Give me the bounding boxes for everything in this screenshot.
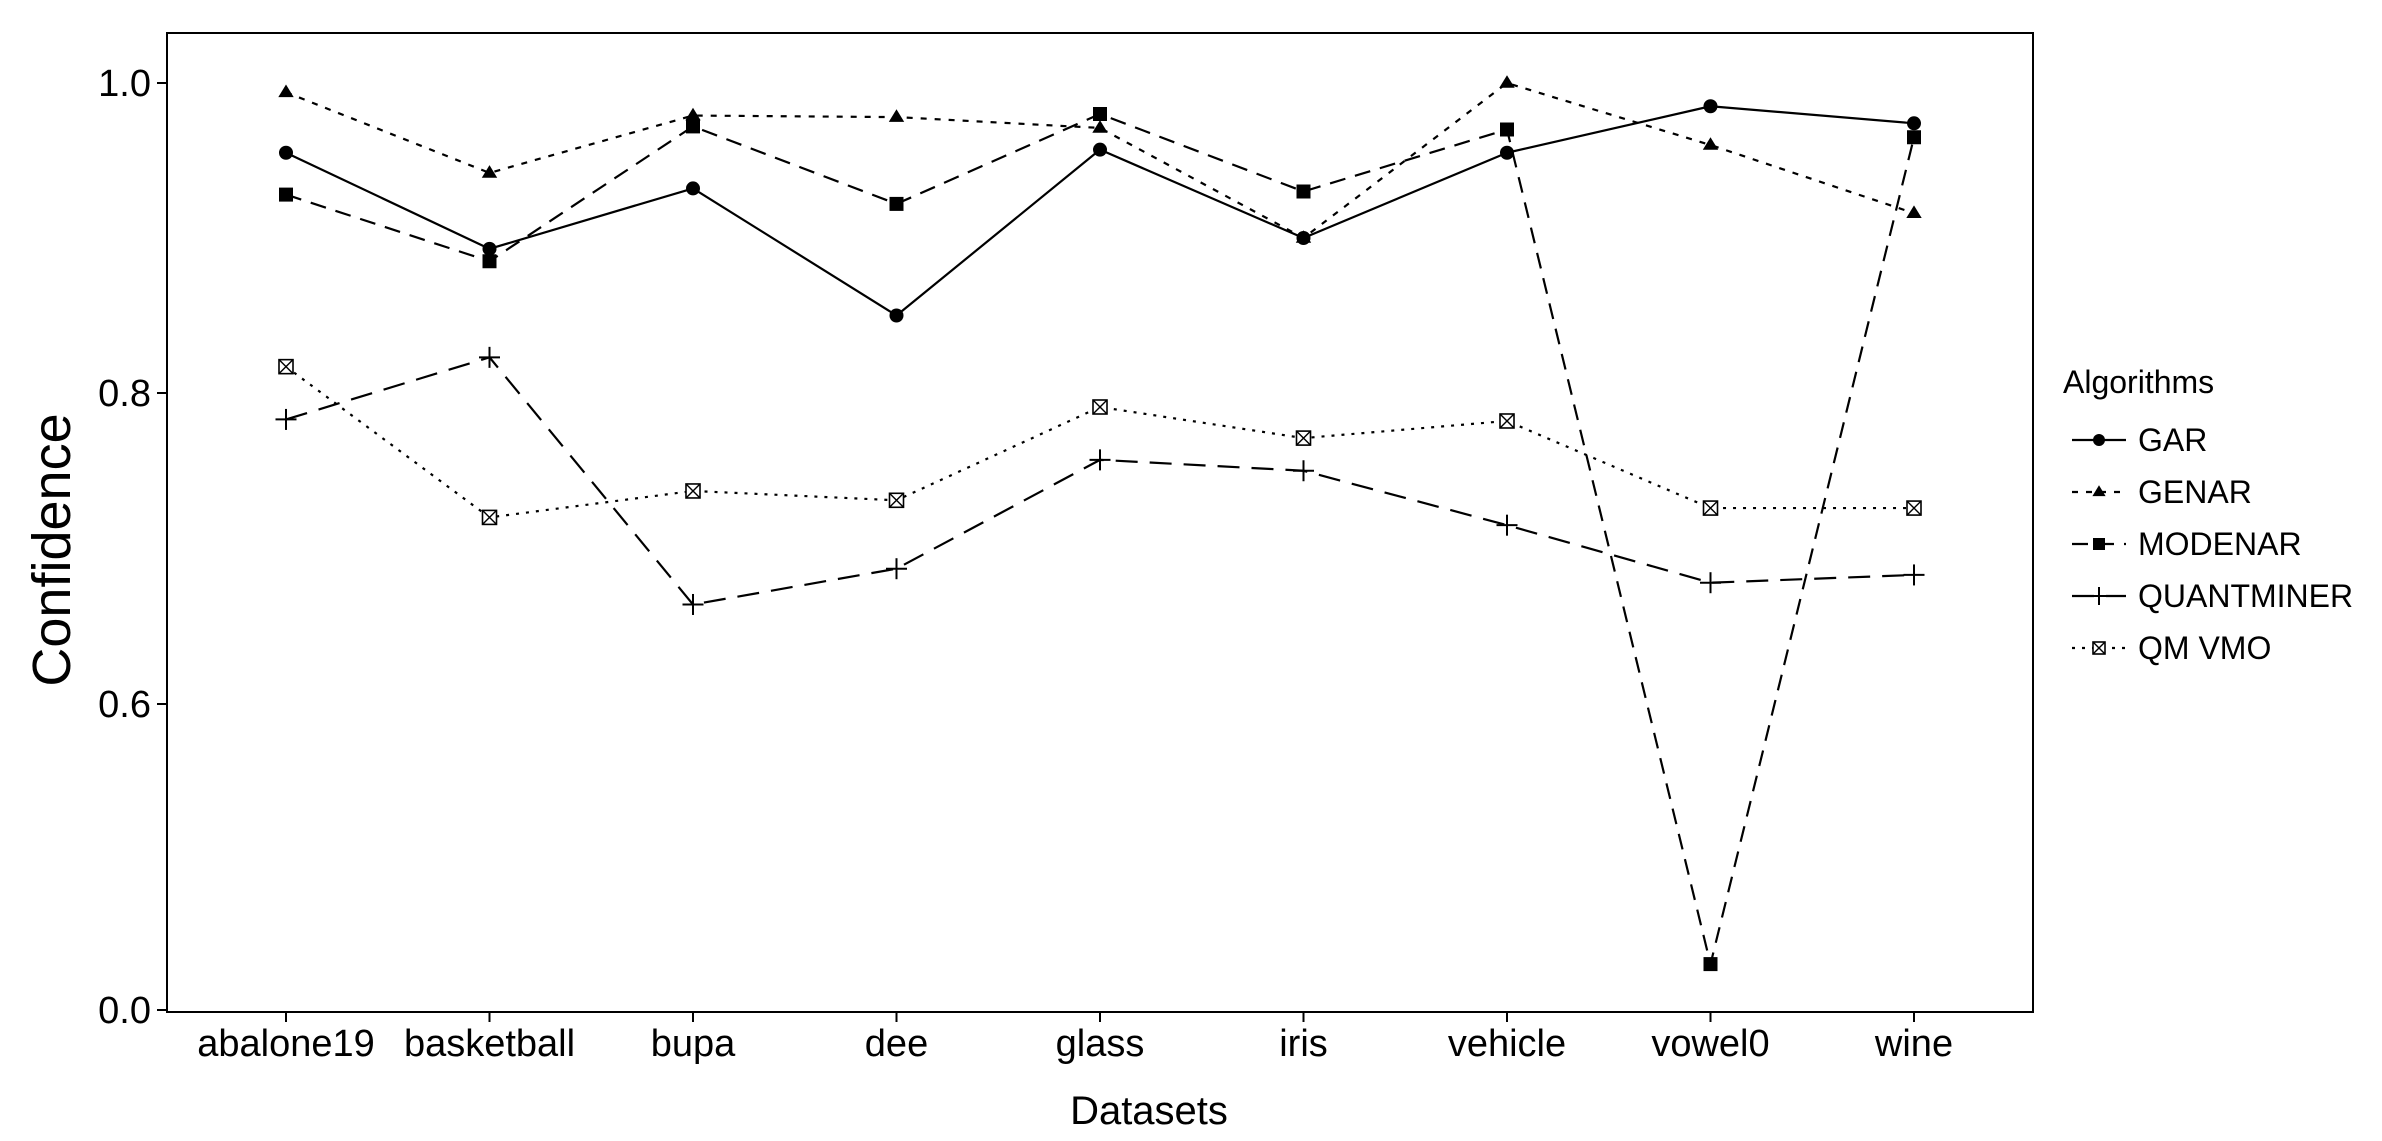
marker-diag: [1703, 500, 1718, 516]
legend-label: MODENAR: [2138, 526, 2302, 562]
data-point-gar: [889, 308, 904, 323]
legend-swatch-marker: [2093, 434, 2105, 446]
series-line-genar: [285, 81, 1915, 240]
data-point-quantminer: [275, 408, 297, 430]
x-axis-ticks: abalone19 basketball bupa dee glass iris vehic…: [197, 1012, 1953, 1065]
legend-swatch-marker: [2092, 641, 2106, 655]
data-point-modenar: [1500, 122, 1514, 137]
legend-label: GAR: [2138, 422, 2207, 458]
y-tick-label: 0.6: [98, 684, 151, 726]
data-point-genar: [1092, 120, 1108, 133]
data-point-modenar: [279, 187, 293, 202]
legend-label: QM VMO: [2138, 630, 2271, 666]
data-point-genar: [888, 109, 905, 122]
legend-swatch-marker: [2090, 587, 2108, 605]
legend-label: GENAR: [2138, 474, 2252, 510]
legend-swatch-marker: [2093, 538, 2105, 550]
data-point-modenar: [482, 254, 497, 269]
x-tick-label: basketball: [404, 1023, 575, 1065]
y-axis-ticks: 0.0 0.6 0.8 1.0: [98, 63, 167, 1032]
series-line-qm-vmo: [285, 365, 1914, 519]
marker-diag: [685, 483, 701, 499]
x-tick-label: glass: [1056, 1023, 1145, 1065]
plot-border: [166, 32, 2034, 1013]
marker-diag: [1906, 500, 1922, 516]
data-point-quantminer: [886, 558, 907, 580]
data-point-quantminer: [1903, 564, 1925, 586]
y-tick-label: 0.8: [98, 373, 151, 415]
data-point-qm-vmo: [278, 358, 294, 375]
legend-title: Algorithms: [2063, 364, 2214, 400]
x-tick-label: vowel0: [1651, 1023, 1769, 1065]
data-point-quantminer: [1293, 460, 1314, 482]
data-point-genar: [278, 84, 294, 98]
series-line-quantminer: [285, 356, 1915, 606]
x-tick-label: iris: [1279, 1023, 1328, 1065]
data-point-modenar: [1093, 107, 1107, 121]
legend-item-modenar: MODENAR: [2072, 526, 2302, 562]
data-point-gar: [686, 181, 700, 196]
marker-diag: [1092, 399, 1108, 415]
marker-diag: [889, 492, 904, 508]
marker-diag: [2092, 641, 2106, 655]
x-axis-title: Datasets: [1070, 1089, 1228, 1133]
data-point-gar: [1907, 116, 1921, 131]
data-point-genar: [1702, 137, 1719, 150]
series-markers: [275, 75, 1925, 972]
data-point-genar: [481, 165, 498, 178]
data-point-quantminer: [682, 593, 704, 615]
legend-label: QUANTMINER: [2138, 578, 2353, 614]
x-tick-label: vehicle: [1448, 1023, 1566, 1065]
data-point-qm-vmo: [481, 509, 498, 526]
series-lines: [285, 81, 1916, 966]
data-point-qm-vmo: [1092, 399, 1108, 415]
data-point-qm-vmo: [888, 492, 905, 509]
legend-item-gar: GAR: [2072, 422, 2207, 458]
data-point-quantminer: [1496, 514, 1518, 536]
y-tick-label: 0.0: [98, 990, 151, 1032]
data-point-gar: [1093, 142, 1107, 157]
data-point-modenar: [1703, 957, 1718, 972]
series-line-modenar: [285, 112, 1916, 966]
marker-diag: [1296, 430, 1311, 446]
legend-item-quantminer: QUANTMINER: [2072, 578, 2353, 614]
data-point-qm-vmo: [1702, 500, 1719, 516]
data-point-quantminer: [479, 346, 500, 368]
x-tick-label: dee: [865, 1023, 928, 1065]
marker-diag: [1499, 413, 1515, 429]
y-tick-label: 1.0: [98, 63, 151, 105]
plot-panel: [166, 32, 2034, 1013]
x-tick-label: abalone19: [197, 1023, 375, 1065]
data-point-modenar: [686, 119, 700, 134]
y-axis-title: Confidence: [22, 413, 82, 686]
data-point-quantminer: [1089, 449, 1111, 471]
data-point-gar: [279, 145, 293, 160]
data-point-modenar: [1907, 130, 1921, 145]
data-point-qm-vmo: [685, 483, 701, 499]
data-point-genar: [685, 107, 701, 121]
data-point-qm-vmo: [1499, 413, 1515, 429]
legend-swatch-marker: [2092, 485, 2106, 497]
data-point-gar: [482, 241, 497, 256]
data-point-genar: [1906, 205, 1922, 218]
data-point-genar: [1295, 230, 1312, 243]
data-point-gar: [1500, 145, 1514, 160]
data-point-quantminer: [1700, 572, 1721, 594]
series-line-gar: [285, 105, 1915, 317]
data-point-qm-vmo: [1295, 430, 1312, 446]
data-point-genar: [1499, 75, 1515, 88]
data-point-modenar: [1296, 184, 1311, 199]
marker-diag: [482, 509, 497, 525]
data-point-gar: [1703, 99, 1718, 114]
legend-item-qm-vmo: QM VMO: [2072, 630, 2271, 666]
marker-diag: [278, 359, 294, 375]
x-tick-label: bupa: [651, 1023, 736, 1065]
x-tick-label: wine: [1874, 1023, 1953, 1065]
data-point-qm-vmo: [1906, 500, 1922, 516]
data-point-modenar: [889, 196, 904, 211]
legend: Algorithms GAR GENAR MODENAR QUANTMINER QM V…: [2063, 364, 2353, 666]
legend-item-genar: GENAR: [2072, 474, 2252, 510]
